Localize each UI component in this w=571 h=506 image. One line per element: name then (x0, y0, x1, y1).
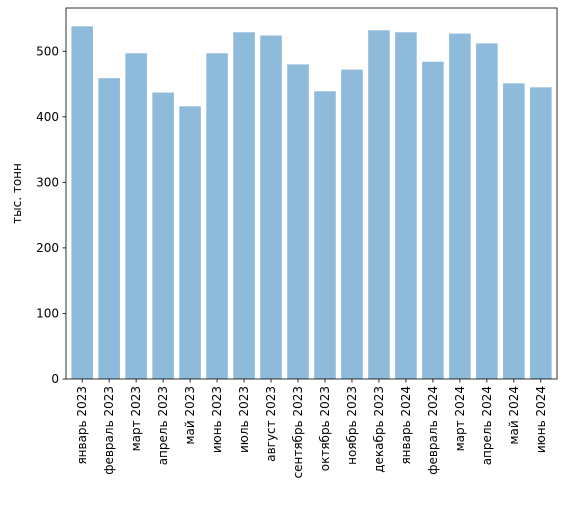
x-tick-label-6: июнь 2023 (210, 386, 224, 453)
bar-6 (206, 53, 228, 379)
bars-group (71, 26, 552, 380)
x-axis: январь 2023 февраль 2023 март 2023 апрель 2… (75, 379, 548, 478)
x-tick-label-1: январь 2023 (75, 386, 89, 465)
x-tick-label-4: апрель 2023 (156, 386, 170, 465)
bar-16 (476, 43, 498, 380)
bar-4 (152, 92, 174, 379)
bar-15 (449, 33, 471, 380)
x-tick-label-14: февраль 2024 (426, 386, 440, 475)
bar-3 (125, 53, 147, 379)
y-axis-label: тыс. тонн (10, 163, 24, 224)
plot-frame (65, 7, 558, 380)
bar-18 (530, 87, 552, 379)
bar-13 (395, 32, 417, 379)
x-tick-label-12: декабрь 2023 (372, 386, 386, 473)
bar-1 (71, 26, 93, 379)
y-tick-label-200: 200 (36, 241, 59, 255)
y-tick-label-500: 500 (36, 44, 59, 58)
x-tick-label-16: апрель 2024 (480, 386, 494, 465)
bar-11 (341, 69, 363, 380)
bar-2 (98, 78, 120, 379)
y-axis: 0 100 200 300 400 500 (36, 44, 66, 386)
bar-10 (314, 91, 336, 379)
x-tick-label-2: февраль 2023 (102, 386, 116, 475)
y-tick-label-100: 100 (36, 306, 59, 320)
bar-17 (503, 83, 525, 379)
x-tick-label-8: август 2023 (264, 386, 278, 462)
x-tick-label-9: сентябрь 2023 (291, 386, 305, 478)
bar-9 (287, 64, 309, 380)
x-tick-label-15: март 2024 (453, 386, 467, 451)
y-tick-label-400: 400 (36, 110, 59, 124)
y-tick-label-300: 300 (36, 175, 59, 189)
x-tick-label-10: октябрь 2023 (318, 386, 332, 471)
bar-8 (260, 35, 282, 379)
bar-7 (233, 32, 255, 379)
bar-12 (368, 30, 390, 379)
x-tick-label-7: июль 2023 (237, 386, 251, 453)
y-tick-label-0: 0 (51, 372, 59, 386)
x-tick-label-13: январь 2024 (399, 386, 413, 465)
bar-14 (422, 61, 444, 379)
x-tick-label-5: май 2023 (183, 386, 197, 445)
x-tick-label-3: март 2023 (129, 386, 143, 451)
bar-5 (179, 106, 201, 379)
x-tick-label-11: ноябрь 2023 (345, 386, 359, 465)
x-tick-label-18: июнь 2024 (534, 386, 548, 453)
x-tick-label-17: май 2024 (507, 386, 521, 445)
